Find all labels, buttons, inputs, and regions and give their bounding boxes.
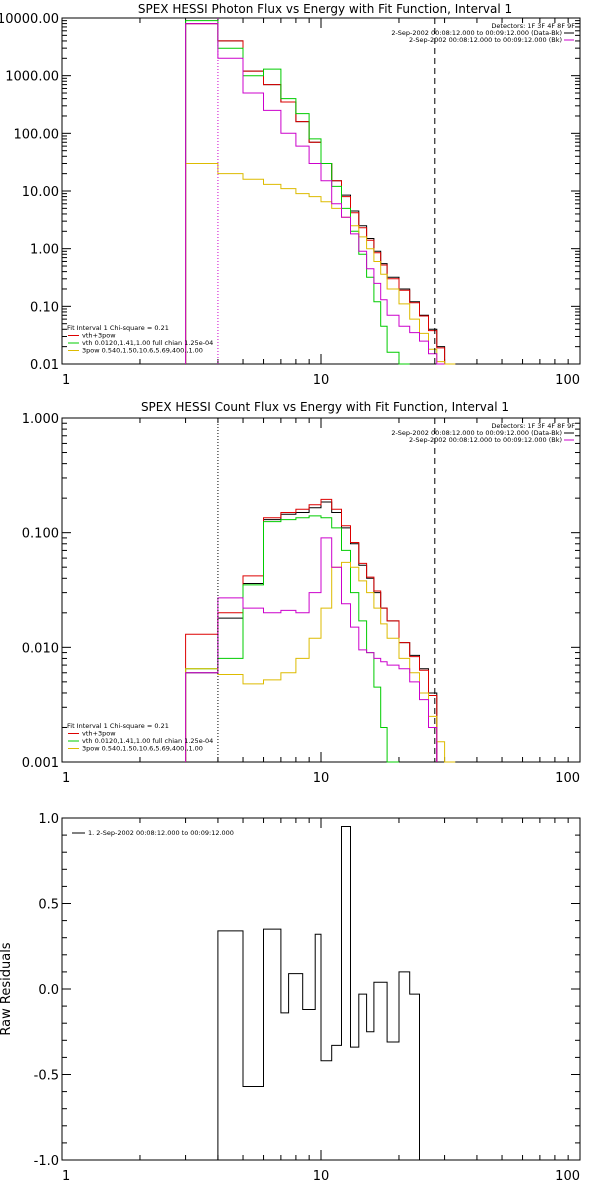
fit-legend-line: vth+3pow <box>82 730 116 738</box>
y-tick-label: 1.0 <box>38 812 59 827</box>
residuals-chart: Raw Residuals -1.0 -0.5 0.0 0.5 1.0 1 10 100 1… <box>0 812 581 1184</box>
y-tick-label: 10.00 <box>22 185 59 200</box>
y-tick-label: 10000.00 <box>0 12 59 27</box>
y-tick-label: 0.0 <box>38 983 59 998</box>
fit-legend: Fit Interval 1 Chi-square = 0.21vth+3pow… <box>67 722 213 753</box>
x-tick-label: 10 <box>313 373 330 388</box>
y-tick-label: -1.0 <box>34 1154 59 1169</box>
legend-text: 1. 2-Sep-2002 00:08:12.000 to 00:09:12.0… <box>88 829 234 837</box>
series-line <box>185 163 456 365</box>
y-tick-labels: -1.0 -0.5 0.0 0.5 1.0 <box>34 812 59 1169</box>
y-tick-label: 1.000 <box>22 412 59 427</box>
y-axis-label: Raw Residuals <box>0 942 14 1035</box>
fit-legend-line: 3pow 0.540,1.50,10.6,5.69,400.,1.00 <box>82 745 203 753</box>
y-tick-labels: 0.01 0.10 1.00 10.00 100.00 1000.00 10000.00 <box>0 12 59 373</box>
series-line <box>185 537 438 762</box>
fit-legend-line: vth+3pow <box>82 332 116 340</box>
header-line: Detectors: 1F 3F 4F 8F 9F <box>491 22 575 30</box>
y-tick-label: 0.10 <box>30 300 59 315</box>
fit-legend-line: Fit Interval 1 Chi-square = 0.21 <box>67 722 169 730</box>
fit-legend-line: vth 0.0120,1.41,1.00 full chian 1.25e-04 <box>82 737 213 745</box>
fit-legend-line: vth 0.0120,1.41,1.00 full chian 1.25e-04 <box>82 339 213 347</box>
y-tick-label: 0.100 <box>22 527 59 542</box>
y-tick-label: 1000.00 <box>5 70 59 85</box>
x-tick-label: 100 <box>555 771 580 786</box>
y-tick-label: 100.00 <box>14 127 60 142</box>
series-line <box>185 23 456 365</box>
series-line <box>185 23 456 365</box>
y-tick-labels: 0.001 0.010 0.100 1.000 <box>22 412 59 771</box>
x-tick-label: 1 <box>62 373 70 388</box>
chart-title: SPEX HESSI Photon Flux vs Energy with Fi… <box>138 2 512 16</box>
header-line: 2-Sep-2002 00:08:12.000 to 00:09:12.000 … <box>409 36 562 44</box>
y-tick-label: 0.5 <box>38 898 59 913</box>
chart-title: SPEX HESSI Count Flux vs Energy with Fit… <box>141 400 509 414</box>
photon-flux-chart: SPEX HESSI Photon Flux vs Energy with Fi… <box>0 2 581 388</box>
x-tick-label: 1 <box>62 771 70 786</box>
header-box: Detectors: 1F 3F 4F 8F 9F2-Sep-2002 00:0… <box>391 22 575 44</box>
header-line: 2-Sep-2002 00:08:12.000 to 00:09:12.000 … <box>391 429 562 437</box>
header-line: 2-Sep-2002 00:08:12.000 to 00:09:12.000 … <box>391 29 562 37</box>
x-tick-labels: 1 10 100 <box>62 373 580 388</box>
x-tick-label: 10 <box>313 771 330 786</box>
x-tick-label: 1 <box>62 1169 70 1184</box>
plot-frame <box>61 17 581 365</box>
x-tick-label: 10 <box>313 1169 330 1184</box>
x-tick-label: 100 <box>555 373 580 388</box>
y-tick-label: 1.00 <box>30 243 59 258</box>
series-line <box>185 498 438 762</box>
x-tick-labels: 1 10 100 <box>62 1169 580 1184</box>
y-tick-label: 0.010 <box>22 641 59 656</box>
fit-legend-line: Fit Interval 1 Chi-square = 0.21 <box>67 324 169 332</box>
fit-legend: Fit Interval 1 Chi-square = 0.21vth+3pow… <box>67 324 213 355</box>
y-tick-label: 0.01 <box>30 358 59 373</box>
y-tick-label: -0.5 <box>34 1069 59 1084</box>
fit-legend-line: 3pow 0.540,1.50,10.6,5.69,400.,1.00 <box>82 347 203 355</box>
series-line <box>185 515 399 763</box>
residual-line <box>217 826 420 1160</box>
header-box: Detectors: 1F 3F 4F 8F 9F2-Sep-2002 00:0… <box>391 422 575 444</box>
series-line <box>185 20 410 365</box>
y-tick-label: 0.001 <box>22 756 59 771</box>
header-line: 2-Sep-2002 00:08:12.000 to 00:09:12.000 … <box>409 436 562 444</box>
header-line: Detectors: 1F 3F 4F 8F 9F <box>491 422 575 430</box>
x-tick-labels: 1 10 100 <box>62 771 580 786</box>
legend: 1. 2-Sep-2002 00:08:12.000 to 00:09:12.0… <box>72 829 234 837</box>
count-flux-chart: SPEX HESSI Count Flux vs Energy with Fit… <box>22 400 581 786</box>
series-line <box>185 23 445 365</box>
x-tick-label: 100 <box>555 1169 580 1184</box>
